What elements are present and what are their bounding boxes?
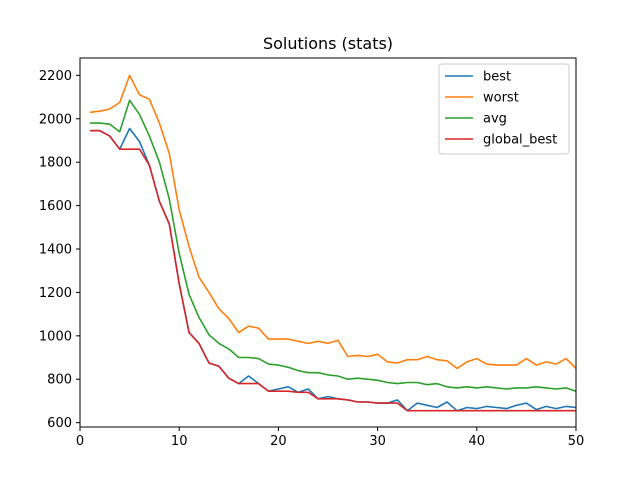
chart-title: Solutions (stats) (263, 34, 393, 53)
x-tick-label: 30 (369, 434, 386, 449)
y-tick-label: 2000 (39, 112, 72, 127)
x-tick-label: 50 (568, 434, 585, 449)
legend-box (438, 63, 570, 155)
y-tick-label: 2200 (39, 69, 72, 84)
legend-label-avg: avg (483, 112, 507, 127)
y-tick-label: 1400 (39, 243, 72, 258)
plot-frame (79, 57, 577, 428)
y-tick-label: 1800 (39, 156, 72, 171)
series-line-avg (89, 99, 576, 392)
y-tick-label: 1200 (39, 286, 72, 301)
series-line-worst (89, 74, 576, 370)
legend-label-global_best: global_best (483, 133, 557, 148)
y-tick-label: 800 (47, 373, 72, 388)
series-line-global_best (89, 129, 576, 412)
x-tick-label: 40 (469, 434, 486, 449)
series-group (89, 74, 576, 412)
x-tick-label: 20 (270, 434, 287, 449)
legend-label-best: best (483, 70, 511, 85)
series-line-best (89, 127, 576, 412)
legend-label-worst: worst (483, 91, 519, 106)
x-tick-label: 0 (76, 434, 84, 449)
y-tick-label: 1600 (39, 199, 72, 214)
y-tick-label: 600 (47, 416, 72, 431)
legend: best worst avg global_best (438, 63, 570, 155)
axes: 0 10 20 30 40 50 600 800 1000 1200 1400 1600 1800 200… (39, 57, 585, 449)
x-tick-label: 10 (171, 434, 188, 449)
y-tick-label: 1000 (39, 329, 72, 344)
